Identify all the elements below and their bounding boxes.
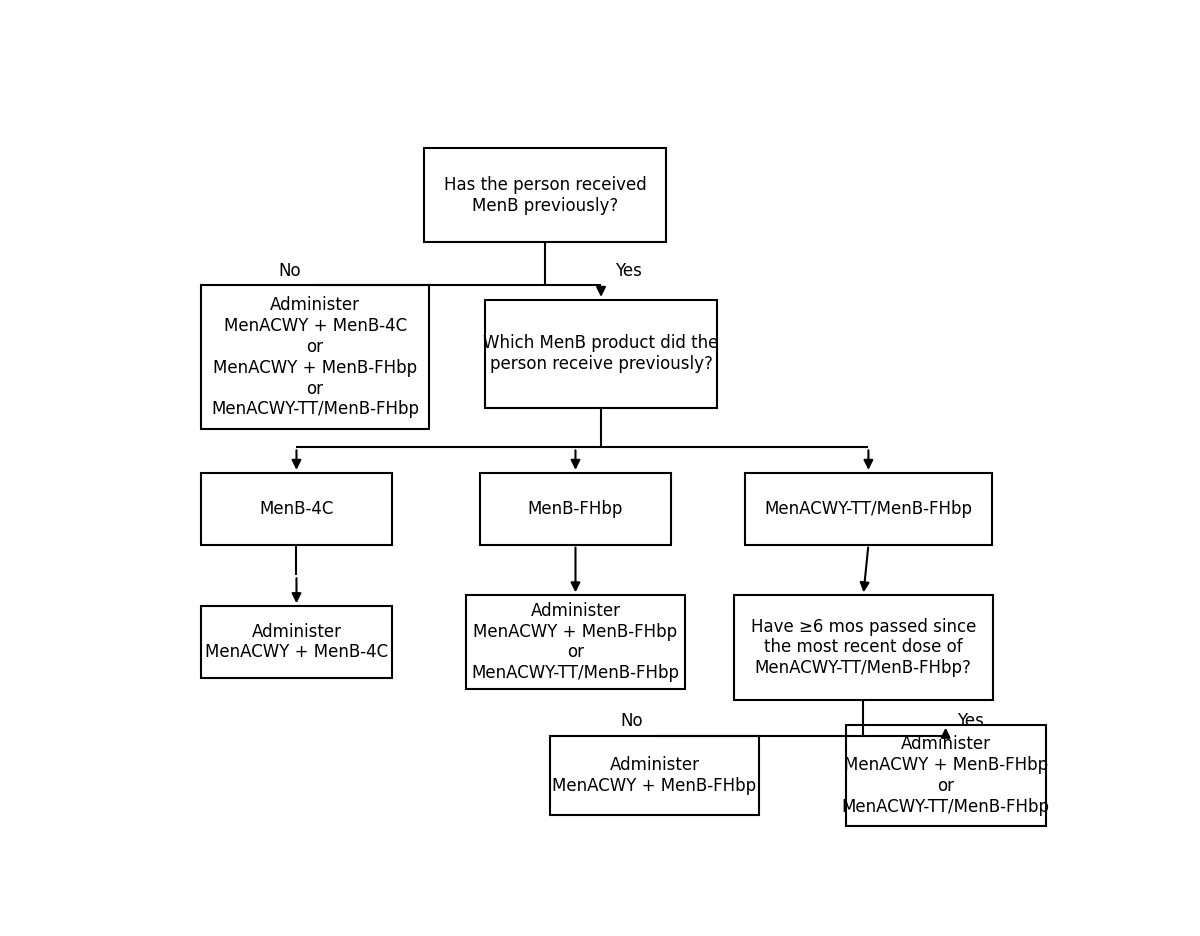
- FancyBboxPatch shape: [485, 300, 718, 408]
- Text: No: No: [620, 712, 643, 730]
- Text: Administer
MenACWY + MenB-4C
or
MenACWY + MenB-FHbp
or
MenACWY-TT/MenB-FHbp: Administer MenACWY + MenB-4C or MenACWY …: [211, 297, 419, 418]
- Text: Administer
MenACWY + MenB-4C: Administer MenACWY + MenB-4C: [205, 622, 388, 662]
- Text: Administer
MenACWY + MenB-FHbp
or
MenACWY-TT/MenB-FHbp: Administer MenACWY + MenB-FHbp or MenACW…: [472, 602, 679, 682]
- Text: No: No: [278, 261, 301, 280]
- FancyBboxPatch shape: [467, 595, 685, 689]
- FancyBboxPatch shape: [202, 606, 391, 678]
- Text: Administer
MenACWY + MenB-FHbp
or
MenACWY-TT/MenB-FHbp: Administer MenACWY + MenB-FHbp or MenACW…: [841, 735, 1050, 815]
- Text: Yes: Yes: [616, 261, 642, 280]
- FancyBboxPatch shape: [480, 473, 671, 545]
- FancyBboxPatch shape: [745, 473, 991, 545]
- FancyBboxPatch shape: [202, 473, 391, 545]
- FancyBboxPatch shape: [202, 285, 430, 430]
- Text: Which MenB product did the
person receive previously?: Which MenB product did the person receiv…: [484, 334, 719, 373]
- FancyBboxPatch shape: [550, 736, 760, 815]
- FancyBboxPatch shape: [734, 595, 992, 700]
- Text: Has the person received
MenB previously?: Has the person received MenB previously?: [444, 176, 647, 214]
- Text: MenB-4C: MenB-4C: [259, 500, 334, 518]
- FancyBboxPatch shape: [846, 724, 1045, 826]
- Text: Administer
MenACWY + MenB-FHbp: Administer MenACWY + MenB-FHbp: [552, 756, 756, 795]
- FancyBboxPatch shape: [425, 149, 666, 242]
- Text: MenB-FHbp: MenB-FHbp: [528, 500, 623, 518]
- Text: Yes: Yes: [956, 712, 984, 730]
- Text: MenACWY-TT/MenB-FHbp: MenACWY-TT/MenB-FHbp: [764, 500, 972, 518]
- Text: Have ≥6 mos passed since
the most recent dose of
MenACWY-TT/MenB-FHbp?: Have ≥6 mos passed since the most recent…: [751, 618, 976, 678]
